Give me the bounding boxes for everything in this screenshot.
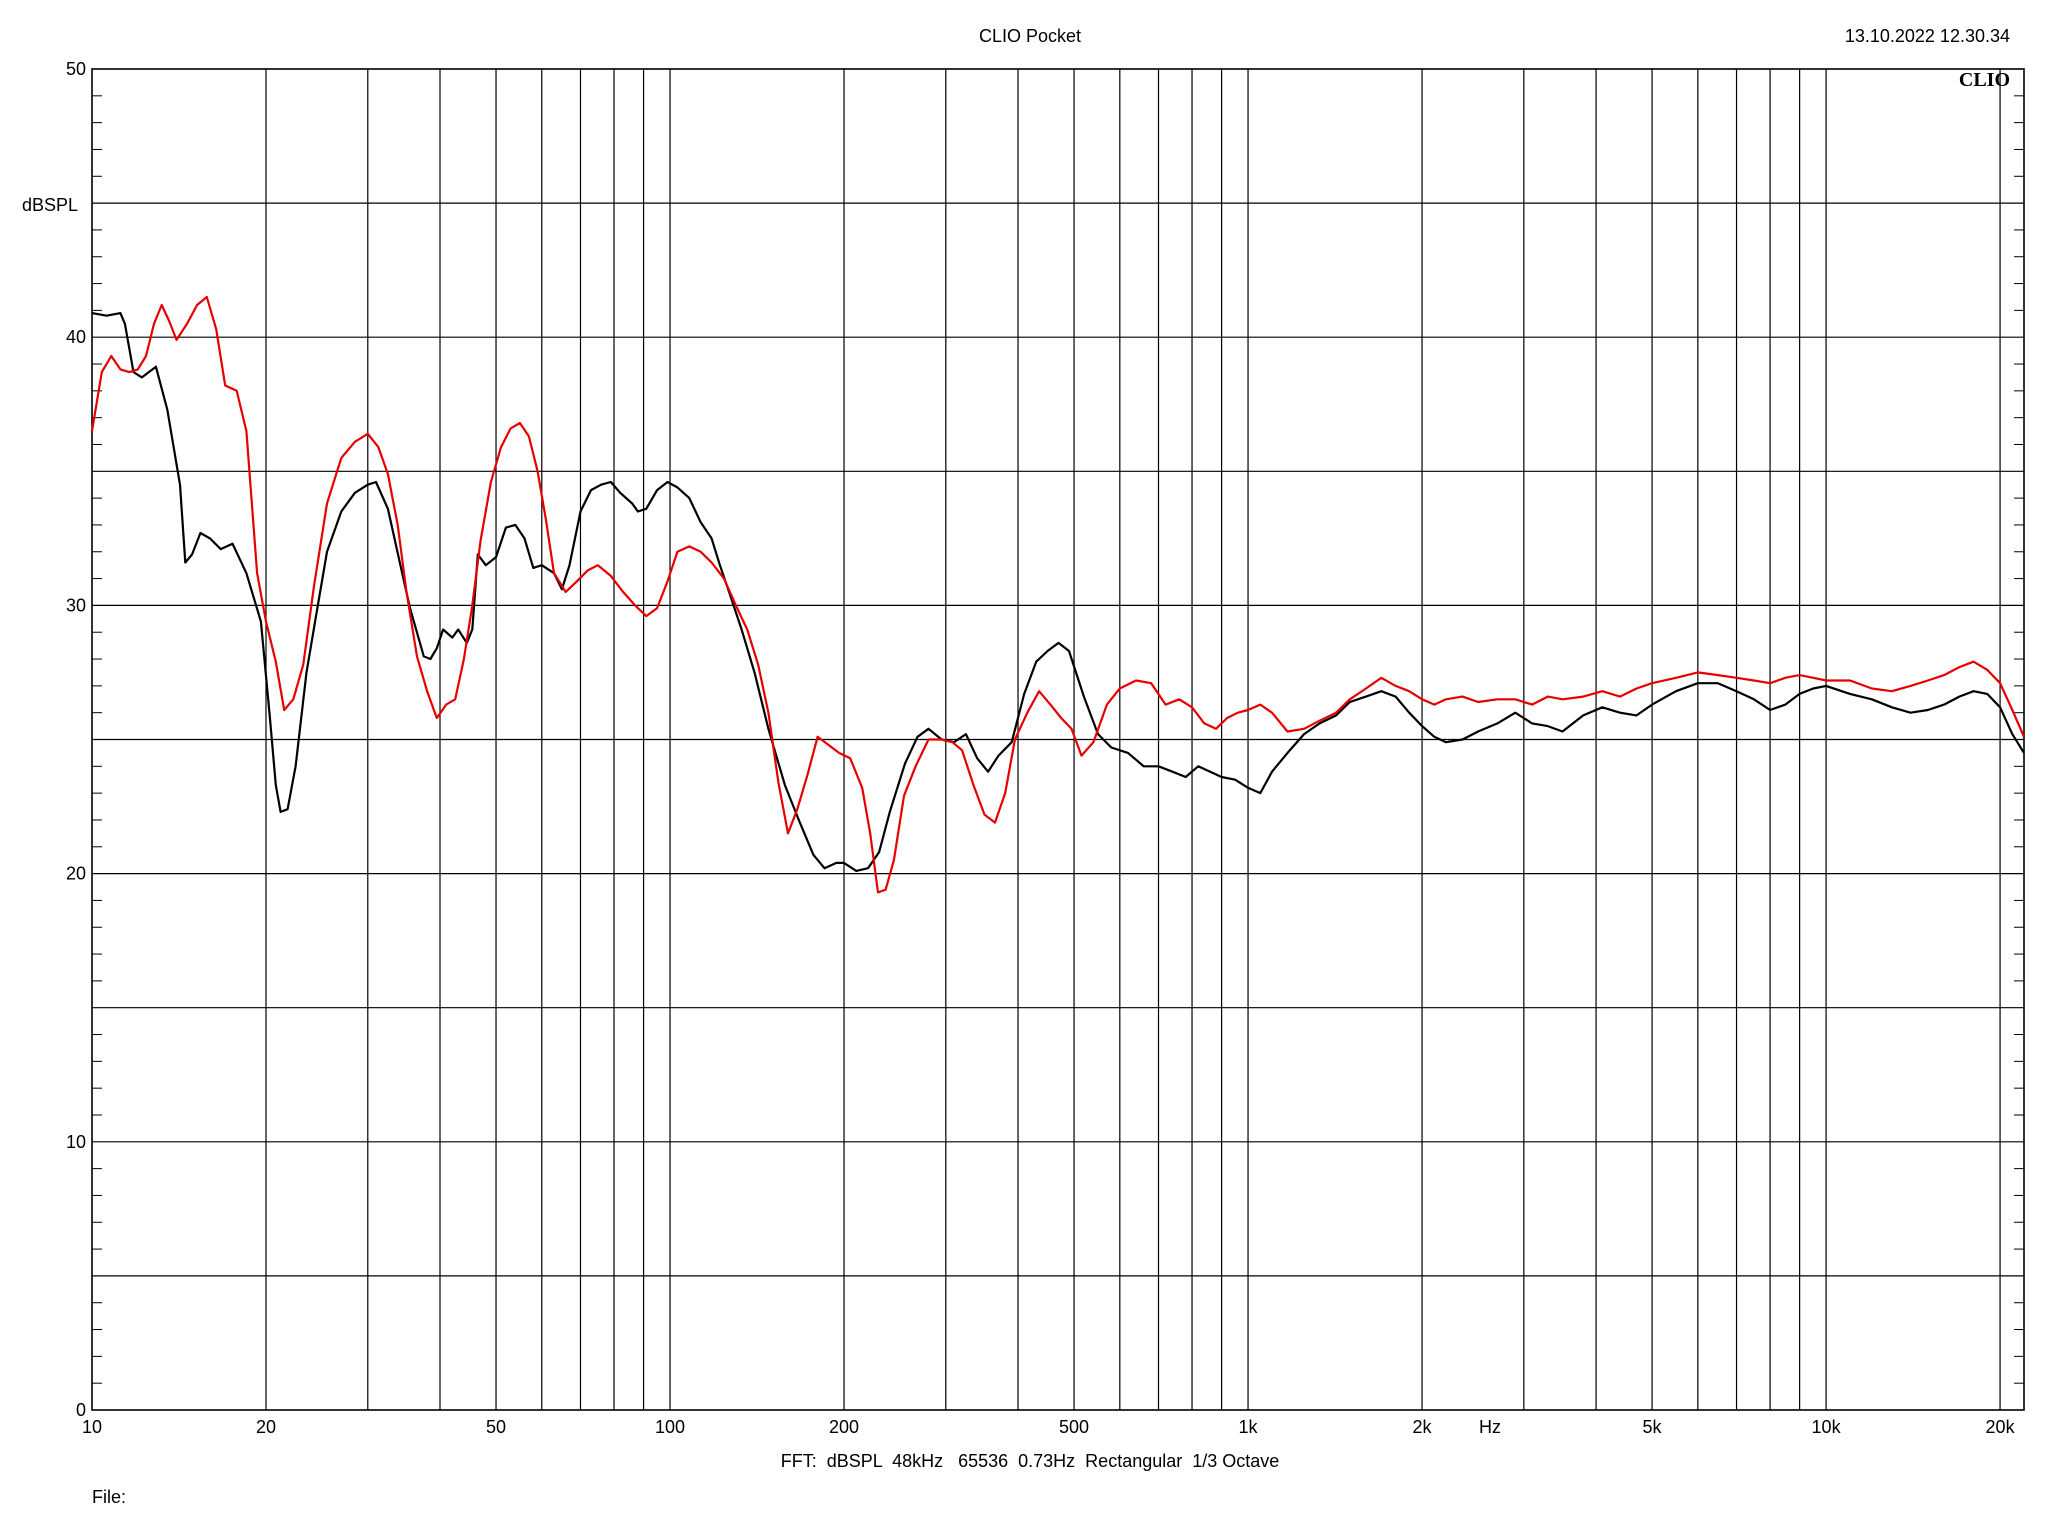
x-axis-unit-label: Hz [1479,1417,1501,1437]
clio-logo: CLIO [1959,69,2010,91]
major-gridlines [92,69,2024,1410]
x-tick-labels: 10 20 50 100 200 500 1k 2k 5k 10k 20k [82,1417,2016,1437]
x-tick-label: 10k [1812,1417,1842,1437]
x-tick-label: 200 [829,1417,859,1437]
x-tick-label: 50 [486,1417,506,1437]
x-tick-label: 10 [82,1417,102,1437]
series-layer [90,295,2026,894]
y-tick-label: 10 [66,1132,86,1152]
minor-gridlines [92,95,2024,1384]
x-tick-label: 100 [655,1417,685,1437]
x-tick-label: 2k [1413,1417,1433,1437]
y-tick-label: 40 [66,327,86,347]
y-tick-label: 30 [66,595,86,615]
x-tick-label: 1k [1239,1417,1259,1437]
x-tick-label: 500 [1059,1417,1089,1437]
y-tick-label: 50 [66,59,86,79]
timestamp: 13.10.2022 12.30.34 [1845,26,2010,46]
y-tick-labels: 0 10 20 30 40 50 [66,59,86,1420]
x-tick-label: 20 [256,1417,276,1437]
chart-title: CLIO Pocket [979,26,1081,46]
y-axis-label: dBSPL [22,195,78,215]
file-label: File: [92,1487,126,1507]
x-tick-label: 5k [1643,1417,1663,1437]
plot-frame [91,68,2025,1411]
y-tick-label: 20 [66,864,86,884]
x-tick-label: 20k [1986,1417,2016,1437]
fft-settings: FFT: dBSPL 48kHz 65536 0.73Hz Rectangula… [781,1451,1280,1471]
series-line-2 [90,295,2026,894]
y-tick-label: 0 [76,1400,86,1420]
